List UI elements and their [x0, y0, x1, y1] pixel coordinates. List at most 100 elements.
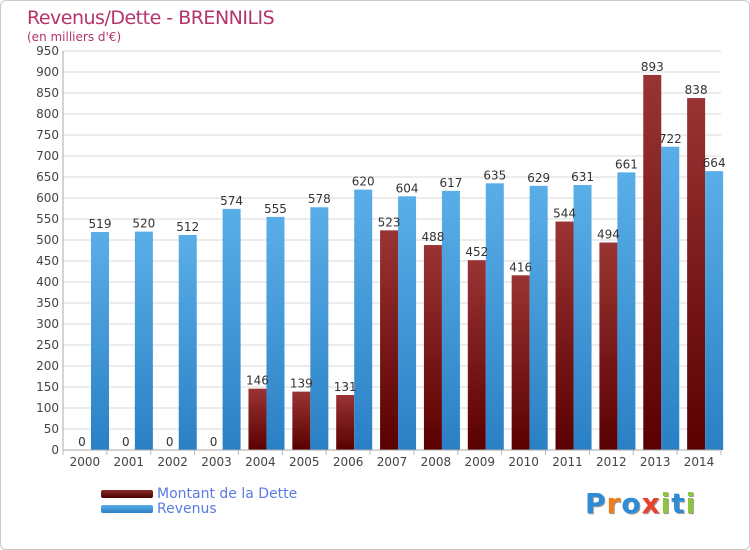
label-dette-2002: 0	[166, 435, 174, 449]
y-tick-label: 900	[36, 65, 59, 79]
bar-dette-2007	[380, 230, 399, 450]
label-dette-2010: 416	[509, 260, 532, 274]
bar-dette-2006	[336, 394, 355, 450]
bar-revenus-2005	[310, 207, 329, 450]
bar-dette-2010	[511, 275, 530, 450]
bar-revenus-2010	[529, 185, 548, 450]
y-tick-label: 600	[36, 191, 59, 205]
logo-letter: x	[641, 487, 661, 520]
bar-dette-2011	[555, 221, 574, 450]
label-revenus-2001: 520	[132, 217, 155, 231]
label-revenus-2010: 629	[527, 171, 550, 185]
x-tick-label: 2002	[157, 455, 188, 469]
bar-dette-2013	[643, 74, 662, 450]
x-tick-label: 2009	[464, 455, 495, 469]
label-revenus-2005: 578	[308, 192, 331, 206]
label-revenus-2006: 620	[352, 175, 375, 189]
y-tick-label: 250	[36, 338, 59, 352]
logo-letter: o	[621, 487, 642, 520]
bar-revenus-2008	[441, 190, 460, 451]
x-tick-label: 2008	[421, 455, 452, 469]
label-dette-2001: 0	[122, 435, 130, 449]
x-tick-label: 2003	[201, 455, 232, 469]
legend-label-debt: Montant de la Dette	[157, 486, 298, 502]
bar-revenus-2006	[354, 189, 373, 450]
label-revenus-2000: 519	[89, 217, 112, 231]
label-dette-2003: 0	[210, 435, 218, 449]
bar-dette-2005	[292, 391, 311, 450]
y-tick-label: 200	[36, 359, 59, 373]
bar-dette-2004	[248, 388, 267, 450]
bar-revenus-2004	[266, 216, 285, 450]
x-tick-label: 2000	[70, 455, 101, 469]
proxiti-logo: Proxiti	[585, 487, 696, 520]
bar-revenus-2009	[485, 183, 504, 451]
y-tick-label: 850	[36, 86, 59, 100]
x-tick-label: 2006	[333, 455, 364, 469]
y-tick-label: 100	[36, 401, 59, 415]
label-dette-2012: 494	[597, 228, 620, 242]
label-revenus-2003: 574	[220, 194, 243, 208]
label-revenus-2013: 722	[659, 132, 682, 146]
y-tick-label: 0	[51, 443, 59, 457]
x-tick-label: 2001	[114, 455, 145, 469]
bar-revenus-2002	[178, 234, 197, 450]
label-revenus-2004: 555	[264, 202, 287, 216]
y-tick-label: 50	[44, 422, 59, 436]
y-tick-label: 350	[36, 296, 59, 310]
x-tick-label: 2004	[245, 455, 276, 469]
y-tick-label: 800	[36, 107, 59, 121]
chart-title: Revenus/Dette - BRENNILIS	[27, 7, 275, 29]
label-revenus-2002: 512	[176, 220, 199, 234]
y-tick-label: 500	[36, 233, 59, 247]
x-tick-label: 2011	[552, 455, 583, 469]
logo-letter: r	[606, 487, 622, 520]
x-tick-label: 2013	[640, 455, 671, 469]
logo-letter: i	[685, 487, 697, 520]
bar-dette-2012	[599, 242, 618, 450]
legend-swatch-revenus	[101, 505, 153, 513]
bar-dette-2014	[687, 98, 706, 450]
bar-dette-2009	[467, 260, 486, 450]
label-dette-2006: 131	[334, 380, 357, 394]
label-revenus-2014: 664	[703, 156, 726, 170]
y-tick-label: 650	[36, 170, 59, 184]
label-dette-2004: 146	[246, 374, 269, 388]
bar-dette-2008	[423, 245, 442, 450]
y-tick-label: 450	[36, 254, 59, 268]
legend-label-revenus: Revenus	[157, 501, 217, 517]
y-tick-label: 550	[36, 212, 59, 226]
bar-revenus-2007	[398, 196, 417, 450]
legend-swatch-debt	[101, 490, 153, 498]
chart-subtitle: (en milliers d'€)	[27, 30, 122, 44]
bar-revenus-2000	[91, 232, 109, 450]
label-dette-2014: 838	[685, 83, 708, 97]
bar-revenus-2001	[134, 231, 153, 450]
label-dette-2000: 0	[78, 435, 86, 449]
label-revenus-2011: 631	[571, 170, 594, 184]
y-tick-label: 150	[36, 380, 59, 394]
label-revenus-2009: 635	[483, 168, 506, 182]
x-tick-label: 2012	[596, 455, 627, 469]
y-tick-label: 750	[36, 128, 59, 142]
logo-letter: i	[660, 487, 672, 520]
x-tick-label: 2010	[508, 455, 539, 469]
label-dette-2009: 452	[465, 245, 488, 259]
x-tick-label: 2007	[377, 455, 408, 469]
label-dette-2007: 523	[378, 215, 401, 229]
x-tick-label: 2005	[289, 455, 320, 469]
label-dette-2011: 544	[553, 207, 576, 221]
label-dette-2008: 488	[421, 230, 444, 244]
y-tick-label: 950	[36, 44, 59, 58]
label-dette-2005: 139	[290, 377, 313, 391]
y-tick-label: 400	[36, 275, 59, 289]
logo-letter: P	[585, 487, 607, 520]
bar-revenus-2003	[222, 208, 241, 450]
bar-revenus-2012	[617, 172, 636, 450]
y-tick-label: 300	[36, 317, 59, 331]
label-dette-2013: 893	[641, 60, 664, 74]
bar-revenus-2014	[705, 171, 724, 450]
label-revenus-2007: 604	[396, 181, 419, 195]
